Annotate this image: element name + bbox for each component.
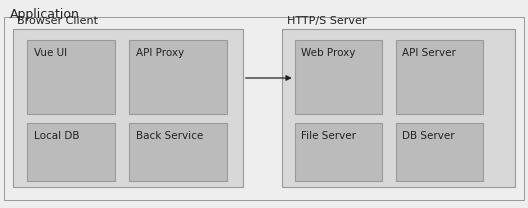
Bar (129, 40, 227, 114)
Text: Local DB: Local DB (34, 131, 79, 141)
Bar (396, 123, 483, 181)
Bar (295, 123, 382, 181)
Bar (282, 29, 515, 187)
Bar (295, 40, 382, 114)
Bar (4, 17, 524, 200)
Text: HTTP/S Server: HTTP/S Server (287, 16, 366, 26)
Text: API Proxy: API Proxy (136, 48, 184, 58)
Bar (27, 123, 115, 181)
Text: Vue UI: Vue UI (34, 48, 67, 58)
Bar (396, 40, 483, 114)
Text: API Server: API Server (402, 48, 456, 58)
Text: File Server: File Server (301, 131, 356, 141)
Bar (129, 123, 227, 181)
Bar (27, 40, 115, 114)
Text: Web Proxy: Web Proxy (301, 48, 355, 58)
Text: Browser Client: Browser Client (17, 16, 98, 26)
Text: DB Server: DB Server (402, 131, 455, 141)
Bar (13, 29, 243, 187)
Text: Back Service: Back Service (136, 131, 203, 141)
Text: Application: Application (10, 8, 79, 21)
